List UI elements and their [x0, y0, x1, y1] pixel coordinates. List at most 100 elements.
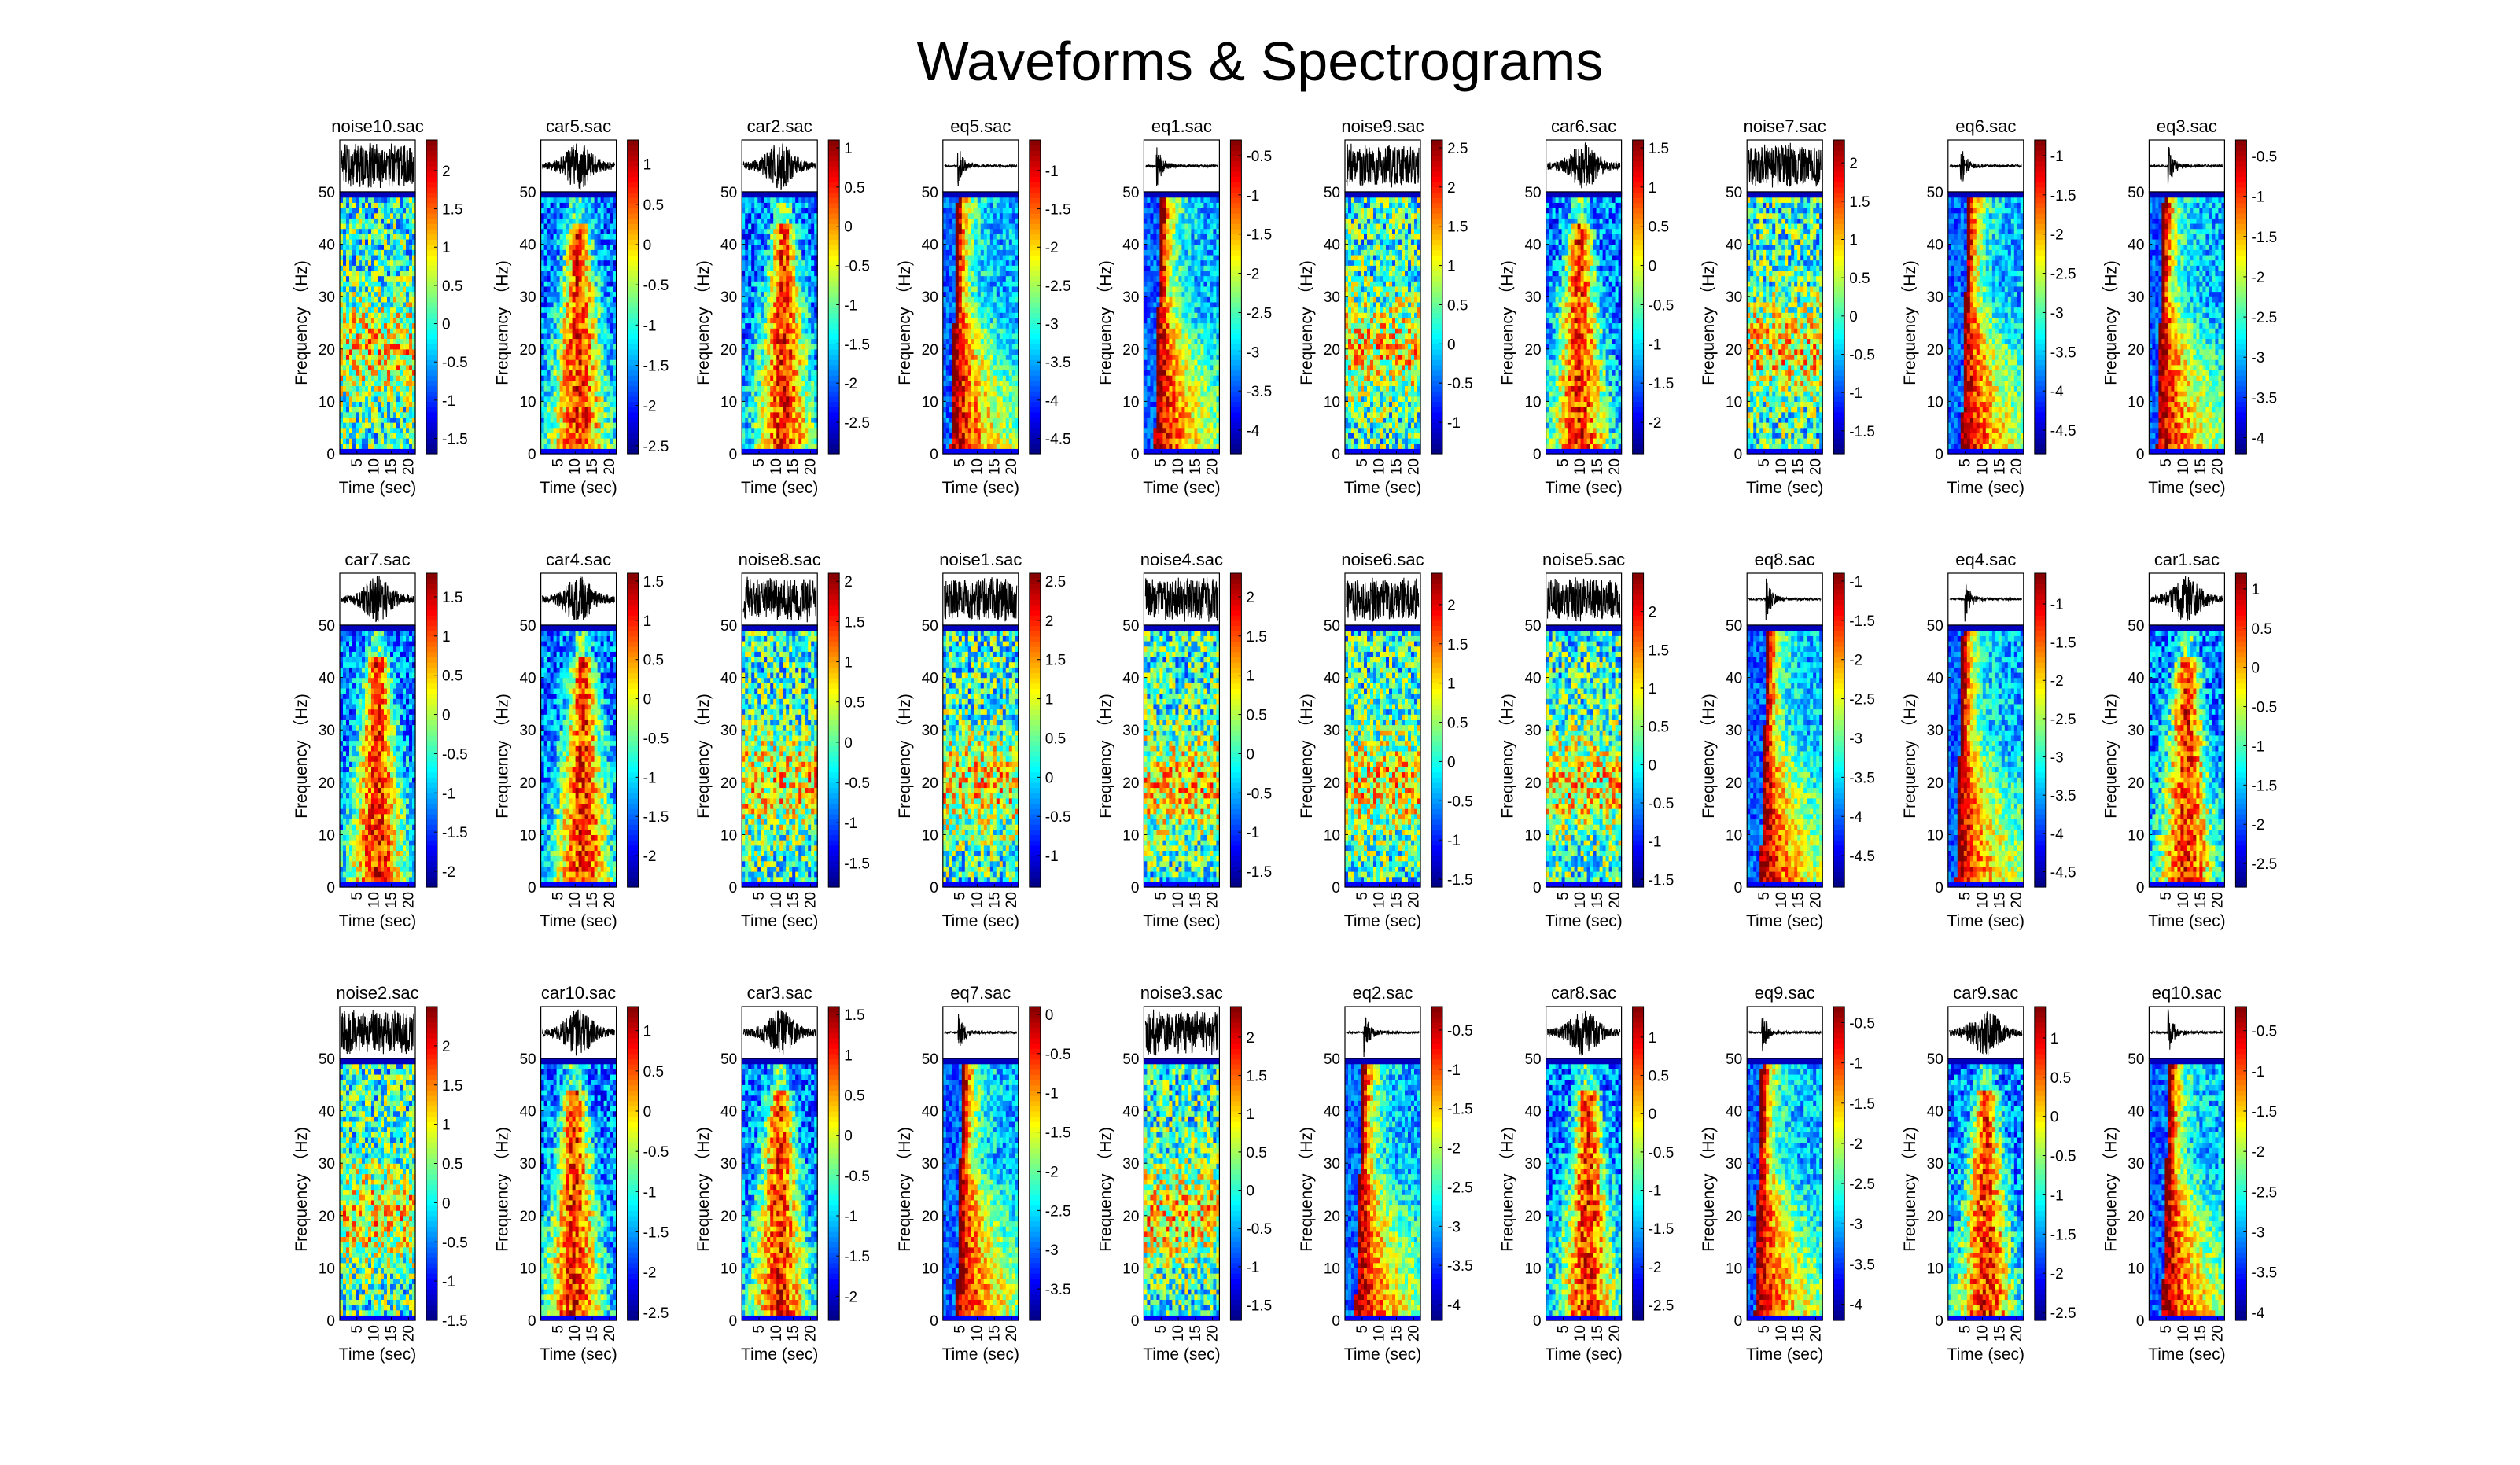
spectrogram-cell: [352, 271, 356, 276]
spectrogram-cell: [544, 401, 548, 407]
spectrogram-cell: [607, 354, 611, 359]
spectrogram-cell: [779, 433, 783, 438]
spectrogram-cell: [742, 428, 746, 433]
spectrogram-cell: [406, 276, 410, 282]
spectrogram-cell: [767, 444, 771, 449]
spectrogram-cell: [560, 229, 564, 234]
spectrogram-cell: [343, 323, 347, 329]
spectrogram-cell: [588, 381, 592, 386]
spectrogram-cell: [359, 401, 363, 407]
spectrogram-cell: [541, 375, 545, 381]
spectrogram-cell: [343, 213, 347, 219]
spectrogram-cell: [566, 318, 570, 323]
colorbar-segment: [426, 312, 437, 318]
spectrogram-cell: [346, 391, 350, 396]
spectrogram-cell: [378, 302, 381, 307]
spectrogram-cell: [585, 438, 589, 444]
y-axis-label: Frequency （Hz): [293, 260, 311, 385]
spectrogram-cell: [566, 276, 570, 282]
spectrogram-cell: [352, 385, 356, 391]
spectrogram-cell: [773, 412, 777, 418]
spectrogram-cell: [409, 229, 413, 234]
spectrogram-cell: [356, 276, 359, 282]
spectrogram-cell: [547, 302, 551, 307]
spectrogram-cell: [573, 444, 577, 449]
spectrogram-cell: [773, 438, 777, 444]
spectrogram-cell: [378, 328, 381, 333]
spectrogram-cell: [551, 385, 554, 391]
spectrogram-cell: [409, 438, 413, 444]
spectrogram-cell: [340, 213, 344, 219]
spectrogram-cell: [604, 292, 608, 297]
spectrogram-cell: [751, 370, 755, 375]
spectrogram-cell: [400, 407, 403, 412]
spectrogram-cell: [748, 433, 752, 438]
spectrogram-cell: [409, 370, 413, 375]
spectrogram-cell: [346, 381, 350, 386]
spectrogram-cell: [541, 365, 545, 370]
spectrogram-cell: [368, 328, 372, 333]
spectrogram-cell: [610, 385, 614, 391]
spectrogram-cell: [598, 370, 602, 375]
spectrogram-cell: [371, 365, 375, 370]
spectrogram-cell: [585, 255, 589, 260]
spectrogram-cell: [396, 444, 400, 449]
spectrogram-cell: [566, 396, 570, 402]
spectrogram-cell: [409, 223, 413, 229]
spectrogram-cell: [566, 292, 570, 297]
spectrogram-cell: [588, 234, 592, 239]
spectrogram-cell: [595, 208, 599, 213]
spectrogram-cell: [764, 444, 768, 449]
spectrogram-cell: [371, 354, 375, 359]
spectrogram-cell: [343, 412, 347, 418]
spectrogram-cell: [801, 359, 805, 365]
colorbar-tick-label: 2: [442, 164, 451, 180]
spectrogram-cell: [400, 307, 403, 313]
spectrogram-cell: [384, 276, 388, 282]
spectrogram-cell: [808, 438, 812, 444]
spectrogram-cell: [601, 318, 605, 323]
spectrogram-cell: [601, 438, 605, 444]
spectrogram-cell: [387, 260, 391, 266]
spectrogram-cell: [393, 323, 397, 329]
spectrogram-cell: [356, 245, 359, 250]
spectrogram-cell: [349, 218, 353, 223]
spectrogram-cell: [400, 433, 403, 438]
spectrogram-cell: [582, 417, 586, 422]
spectrogram-cell: [573, 302, 577, 307]
spectrogram-cell: [579, 344, 583, 349]
spectrogram-cell: [409, 292, 413, 297]
spectrogram-cell: [365, 307, 369, 313]
spectrogram-cell: [595, 433, 599, 438]
spectrogram-cell: [387, 302, 391, 307]
spectrogram-cell: [393, 218, 397, 223]
spectrogram-cell: [384, 344, 388, 349]
spectrogram-cell: [569, 385, 573, 391]
y-axis-label: Frequency （Hz): [494, 260, 512, 385]
spectrogram-cell: [795, 385, 799, 391]
spectrogram-cell: [390, 396, 394, 402]
spectrogram-cell: [396, 385, 400, 391]
spectrogram-cell: [356, 239, 359, 245]
colorbar-segment: [426, 359, 437, 365]
spectrogram-cell: [349, 234, 353, 239]
spectrogram-cell: [349, 433, 353, 438]
spectrogram-cell: [757, 444, 761, 449]
spectrogram-cell: [598, 318, 602, 323]
spectrogram-cell: [349, 271, 353, 276]
spectrogram-cell: [560, 234, 564, 239]
spectrogram-cell: [547, 365, 551, 370]
spectrogram-cell: [359, 260, 363, 266]
spectrogram-cell: [569, 428, 573, 433]
spectrogram-cell: [560, 433, 564, 438]
spectrogram-cell: [378, 245, 381, 250]
spectrogram-cell: [381, 312, 385, 318]
spectrogram-cell: [770, 381, 774, 386]
spectrogram-cell: [387, 234, 391, 239]
spectrogram-cell: [585, 312, 589, 318]
spectrogram-cell: [384, 260, 388, 266]
spectrogram-cell: [770, 365, 774, 370]
spectrogram-cell: [409, 202, 413, 208]
spectrogram-cell: [607, 265, 611, 271]
spectrogram-cell: [387, 249, 391, 255]
